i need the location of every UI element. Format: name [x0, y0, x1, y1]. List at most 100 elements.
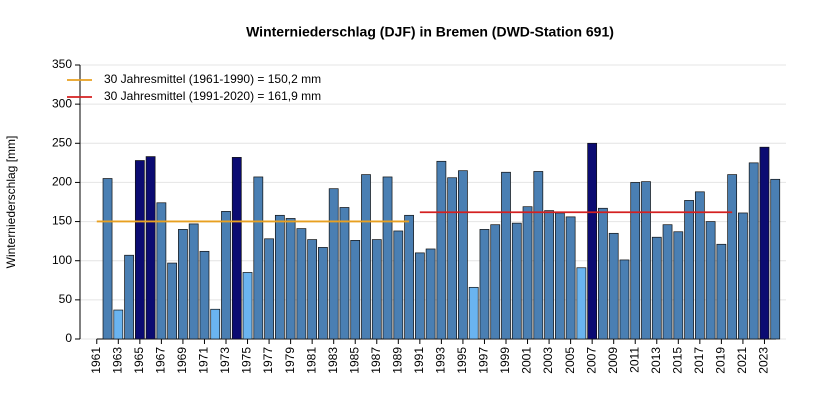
- bar: [468, 286, 479, 340]
- y-tick-label: 300: [52, 96, 72, 110]
- bar: [684, 200, 694, 340]
- bar: [318, 247, 328, 340]
- bar: [102, 178, 113, 340]
- x-tick-label: 1975: [240, 347, 254, 374]
- bar: [404, 214, 414, 340]
- bar: [630, 182, 641, 340]
- bar: [167, 262, 178, 340]
- x-tick-label: 1999: [498, 347, 512, 374]
- bar: [307, 239, 318, 340]
- bar: [662, 224, 673, 340]
- bar: [501, 171, 511, 340]
- bar: [156, 202, 167, 340]
- y-tick-label: 50: [59, 292, 73, 306]
- bar: [651, 236, 662, 340]
- bar: [253, 176, 264, 340]
- bar: [759, 146, 770, 340]
- chart-title: Winterniederschlag (DJF) in Bremen (DWD-…: [246, 24, 614, 40]
- bar: [458, 170, 468, 340]
- bar: [447, 177, 458, 340]
- bar: [576, 267, 587, 340]
- x-tick-label: 1979: [283, 347, 297, 374]
- x-tick-label: 2023: [757, 347, 771, 374]
- bar: [479, 229, 490, 340]
- x-tick-label: 2007: [584, 347, 598, 374]
- x-tick-label: 2021: [735, 347, 749, 374]
- bar: [414, 252, 425, 340]
- x-tick-label: 1965: [132, 347, 146, 374]
- x-tick-label: 1995: [455, 347, 469, 374]
- y-tick-label: 200: [52, 175, 72, 189]
- x-tick-label: 1987: [369, 347, 383, 374]
- bar: [178, 229, 188, 340]
- bar: [285, 218, 296, 340]
- bar: [673, 231, 684, 340]
- bar: [533, 171, 544, 340]
- x-tick-label: 2003: [541, 347, 555, 374]
- x-tick-label: 2013: [649, 347, 663, 374]
- bar: [188, 223, 199, 340]
- x-tick-label: 1991: [412, 347, 426, 374]
- bar: [393, 230, 404, 340]
- x-tick-label: 1967: [154, 347, 168, 374]
- x-tick-label: 2001: [520, 347, 534, 374]
- bar: [598, 207, 608, 340]
- bar: [554, 212, 565, 340]
- bar: [619, 259, 630, 340]
- x-tick-label: 2009: [606, 347, 620, 374]
- x-tick-label: 1973: [218, 347, 232, 374]
- x-tick-label: 2017: [692, 347, 706, 374]
- bar: [770, 178, 781, 340]
- bar: [113, 309, 124, 340]
- bar: [210, 308, 221, 340]
- bar: [274, 214, 285, 340]
- x-tick-label: 2005: [563, 347, 577, 374]
- bar: [694, 191, 705, 340]
- bar: [565, 216, 576, 340]
- bar: [339, 207, 350, 340]
- x-tick-label: 2015: [670, 347, 684, 374]
- y-tick-label: 250: [52, 135, 72, 149]
- x-tick-label: 1963: [110, 347, 124, 374]
- bar: [350, 240, 361, 340]
- bar: [522, 206, 533, 340]
- bar: [705, 221, 716, 340]
- legend-label: 30 Jahresmittel (1991-2020) = 161,9 mm: [104, 89, 321, 103]
- y-axis-label: Winterniederschlag [mm]: [4, 136, 18, 269]
- x-tick-label: 1981: [304, 347, 318, 374]
- y-tick-label: 150: [52, 214, 72, 228]
- y-tick-label: 350: [52, 57, 72, 71]
- bar: [134, 160, 145, 340]
- bar: [608, 232, 619, 340]
- bar: [436, 160, 447, 340]
- x-tick-label: 1985: [347, 347, 361, 374]
- bar: [296, 228, 307, 340]
- x-tick-label: 1969: [175, 347, 189, 374]
- bar: [242, 272, 253, 340]
- bar: [124, 254, 134, 340]
- bar: [382, 176, 393, 340]
- x-tick-label: 1971: [197, 347, 211, 374]
- bar: [264, 238, 274, 340]
- bar: [328, 188, 339, 340]
- bar: [199, 250, 210, 340]
- bar: [748, 162, 759, 340]
- bar: [511, 222, 522, 340]
- x-tick-label: 1983: [326, 347, 340, 374]
- x-tick-label: 1977: [261, 347, 275, 374]
- bar: [490, 224, 501, 340]
- bar: [738, 212, 748, 340]
- bar: [727, 174, 738, 340]
- x-tick-label: 2011: [627, 347, 641, 373]
- x-tick-label: 2019: [714, 347, 728, 374]
- legend-label: 30 Jahresmittel (1961-1990) = 150,2 mm: [104, 72, 321, 86]
- bar: [361, 174, 371, 340]
- bar: [145, 156, 156, 340]
- bar: [221, 211, 231, 340]
- y-tick-label: 0: [65, 331, 72, 345]
- x-tick-label: 1961: [89, 347, 103, 374]
- x-tick-label: 1993: [434, 347, 448, 374]
- bar: [425, 248, 436, 340]
- bar: [231, 157, 242, 340]
